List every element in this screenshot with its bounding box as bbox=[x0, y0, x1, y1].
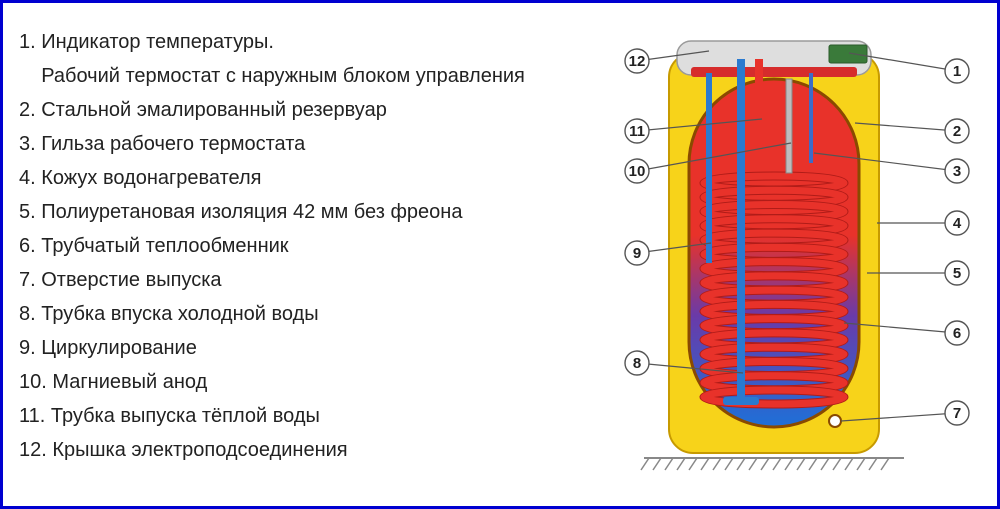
callout-number: 6 bbox=[953, 325, 961, 342]
legend-list: 1. Индикатор температуры. Рабочий термос… bbox=[19, 25, 537, 467]
callout-number: 8 bbox=[633, 355, 641, 372]
legend-item: 10. Магниевый анод bbox=[19, 365, 537, 399]
legend-item: 2. Стальной эмалированный резервуар bbox=[19, 93, 537, 127]
callout-number: 10 bbox=[629, 163, 646, 180]
legend-item: 4. Кожух водонагревателя bbox=[19, 161, 537, 195]
callout-number: 5 bbox=[953, 265, 961, 282]
legend-item: 6. Трубчатый теплообменник bbox=[19, 229, 537, 263]
hot-outlet-pipe bbox=[755, 59, 763, 133]
legend-item: 12. Крышка электроподсоединения bbox=[19, 433, 537, 467]
callout-number: 1 bbox=[953, 63, 961, 80]
drain-outlet bbox=[829, 415, 841, 427]
callout-number: 2 bbox=[953, 123, 961, 140]
legend-item: 8. Трубка впуска холодной воды bbox=[19, 297, 537, 331]
callout-number: 11 bbox=[629, 123, 645, 140]
legend-item: 5. Полиуретановая изоляция 42 мм без фре… bbox=[19, 195, 537, 229]
circulation-pipe bbox=[706, 73, 712, 263]
legend-item: 7. Отверстие выпуска bbox=[19, 263, 537, 297]
thermostat-well bbox=[809, 73, 813, 163]
legend-item: 9. Циркулирование bbox=[19, 331, 537, 365]
water-heater-diagram: 123456712111098 bbox=[559, 23, 979, 493]
callout-number: 7 bbox=[953, 405, 961, 422]
top-trim bbox=[691, 67, 857, 77]
legend-item: 11. Трубка выпуска тёплой воды bbox=[19, 399, 537, 433]
legend-item: 3. Гильза рабочего термостата bbox=[19, 127, 537, 161]
callout-number: 12 bbox=[629, 53, 646, 70]
figure-frame: 1. Индикатор температуры. Рабочий термос… bbox=[0, 0, 1000, 509]
callout-number: 4 bbox=[953, 215, 962, 232]
callout-number: 9 bbox=[633, 245, 641, 262]
legend-item: Рабочий термостат с наружным блоком упра… bbox=[19, 59, 537, 93]
callout-number: 3 bbox=[953, 163, 961, 180]
thermostat-external bbox=[829, 45, 867, 63]
legend-item: 1. Индикатор температуры. bbox=[19, 25, 537, 59]
cold-inlet-pipe bbox=[737, 59, 745, 401]
magnesium-anode bbox=[786, 79, 792, 173]
